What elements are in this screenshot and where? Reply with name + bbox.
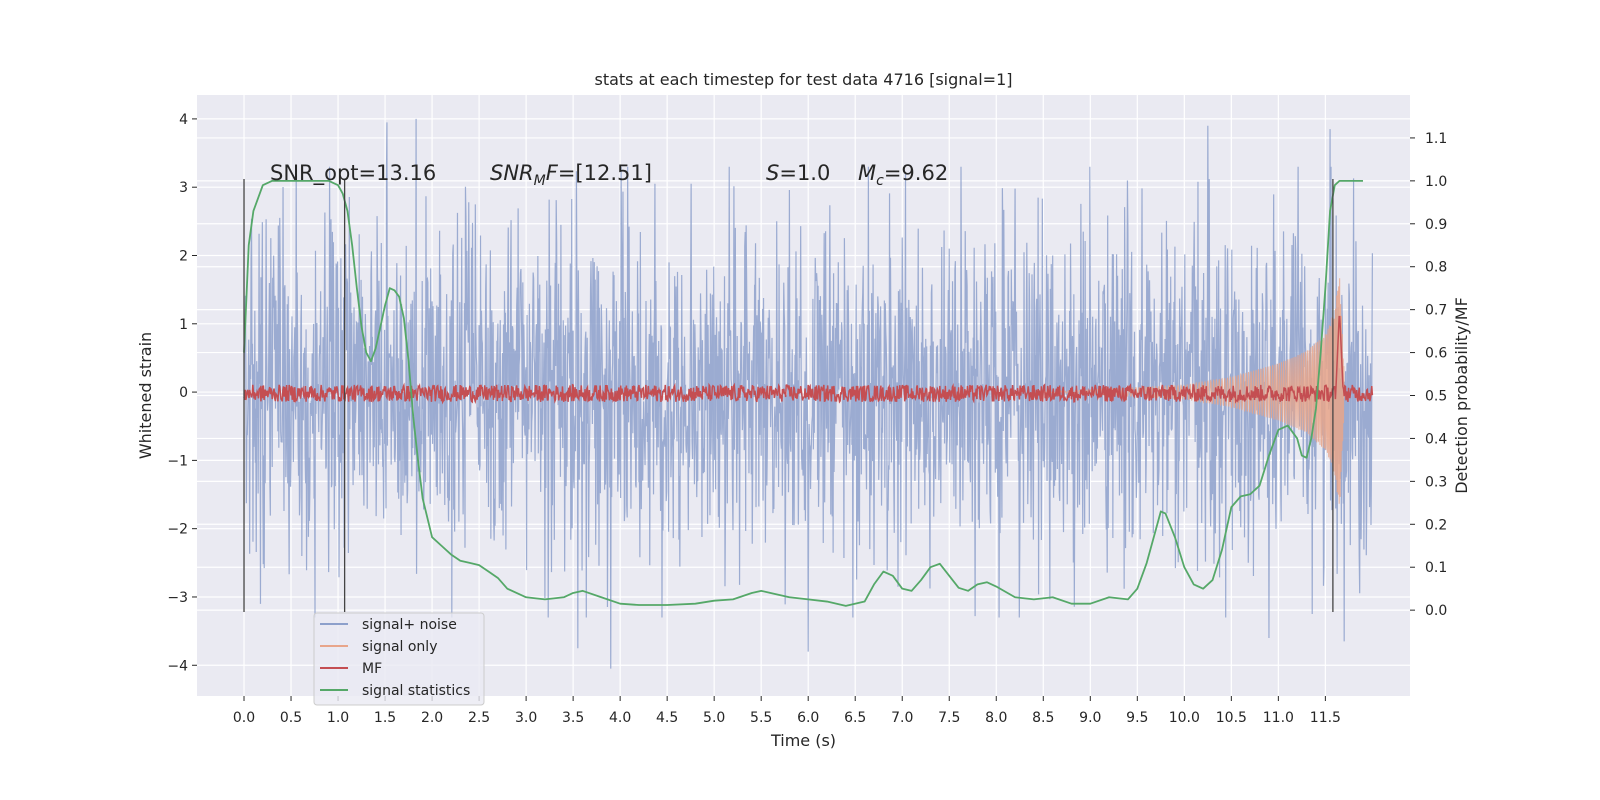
x-tick-label: 9.5 xyxy=(1126,710,1148,726)
x-axis-label: Time (s) xyxy=(770,731,836,750)
x-tick-label: 7.5 xyxy=(938,710,960,726)
x-tick-label: 2.5 xyxy=(468,710,490,726)
y2-tick-label: 0.7 xyxy=(1425,303,1447,319)
y-tick-label: −3 xyxy=(167,590,188,606)
x-tick-label: 6.0 xyxy=(797,710,819,726)
x-tick-label: 6.5 xyxy=(844,710,866,726)
y-tick-label: 2 xyxy=(179,248,188,264)
x-tick-label: 8.5 xyxy=(1032,710,1054,726)
annotation-mc-main: M xyxy=(858,161,876,185)
y-axis-label: Whitened strain xyxy=(136,332,155,459)
y-tick-label: 3 xyxy=(179,180,188,196)
x-tick-label: 3.5 xyxy=(562,710,584,726)
x-tick-label: 10.0 xyxy=(1169,710,1200,726)
tick-labels: 0.0 0.5 1.0 1.5 2.0 2.5 3.0 3.5 4.0 4.5 5.0 5.5 6.0 6… xyxy=(167,112,1447,726)
x-tick-label: 1.0 xyxy=(327,710,349,726)
annotation-snr-opt: SNR_opt=13.16 xyxy=(270,161,436,186)
annotation-snr-mf-rest-f: F xyxy=(546,161,559,185)
vertical-markers xyxy=(243,179,1334,612)
x-tick-label: 0.5 xyxy=(280,710,302,726)
x-tick-label: 4.5 xyxy=(656,710,678,726)
x-tick-label: 1.5 xyxy=(374,710,396,726)
y-tick-label: 1 xyxy=(179,317,188,333)
y-tick-label: 4 xyxy=(179,112,188,128)
annotation-s: S=1.0 xyxy=(766,161,830,185)
annotation-s-main: S xyxy=(766,161,779,185)
chart-title: stats at each timestep for test data 471… xyxy=(594,70,1012,89)
x-tick-label: 4.0 xyxy=(609,710,631,726)
legend-label: signal statistics xyxy=(362,683,470,699)
x-tick-label: 5.0 xyxy=(703,710,725,726)
x-tick-label: 11.0 xyxy=(1263,710,1294,726)
y2-tick-label: 0.4 xyxy=(1425,431,1447,447)
legend-label: signal only xyxy=(362,639,437,655)
annotation-snr-mf-main: SNR xyxy=(490,161,534,185)
y2-tick-label: 0.9 xyxy=(1425,217,1447,233)
annotation-snr-mf-rest: =[12.51] xyxy=(558,161,652,185)
x-tick-label: 3.0 xyxy=(515,710,537,726)
y-tick-label: −1 xyxy=(167,453,188,469)
y2-tick-label: 0.6 xyxy=(1425,346,1447,362)
y-tick-label: −4 xyxy=(167,658,188,674)
legend-label: MF xyxy=(362,661,382,677)
y-tick-label: 0 xyxy=(179,385,188,401)
y2-axis-label: Detection probability/MF xyxy=(1452,297,1471,494)
y2-tick-label: 0.5 xyxy=(1425,389,1447,405)
x-tick-label: 10.5 xyxy=(1216,710,1247,726)
series-signal-statistics-line xyxy=(243,179,1363,607)
x-tick-label: 8.0 xyxy=(985,710,1007,726)
annotation-mc: Mc=9.62 xyxy=(858,161,948,189)
y2-tick-label: 0.1 xyxy=(1425,560,1447,576)
y2-tick-label: 0.3 xyxy=(1425,474,1447,490)
data-layer xyxy=(243,118,1374,669)
legend-label: signal+ noise xyxy=(362,617,457,633)
y2-tick-label: 0.8 xyxy=(1425,260,1447,276)
x-tick-label: 11.5 xyxy=(1310,710,1341,726)
annotation-mc-sub: c xyxy=(876,173,884,189)
legend-box xyxy=(313,612,485,706)
annotation-mc-rest: =9.62 xyxy=(884,161,948,185)
annotation-snr-mf: SNRMF=[12.51] xyxy=(490,161,652,189)
x-tick-label: 5.5 xyxy=(750,710,772,726)
x-tick-label: 0.0 xyxy=(233,710,255,726)
y2-tick-label: 0.0 xyxy=(1425,603,1447,619)
y2-tick-label: 0.2 xyxy=(1425,517,1447,533)
x-tick-label: 7.0 xyxy=(891,710,913,726)
y-tick-label: −2 xyxy=(167,522,188,538)
annotation-snr-mf-sub: M xyxy=(534,173,546,189)
legend: signal+ noise signal only MF signal statist… xyxy=(313,612,485,706)
x-tick-label: 9.0 xyxy=(1079,710,1101,726)
y2-tick-label: 1.0 xyxy=(1425,174,1447,190)
y2-tick-label: 1.1 xyxy=(1425,131,1447,147)
series-mf-line xyxy=(243,315,1374,405)
annotations: SNR_opt=13.16 SNRMF=[12.51] S=1.0 Mc=9.6… xyxy=(270,161,948,189)
series-signal-noise-line xyxy=(243,118,1373,669)
x-tick-label: 2.0 xyxy=(421,710,443,726)
annotation-s-rest: =1.0 xyxy=(779,161,830,185)
